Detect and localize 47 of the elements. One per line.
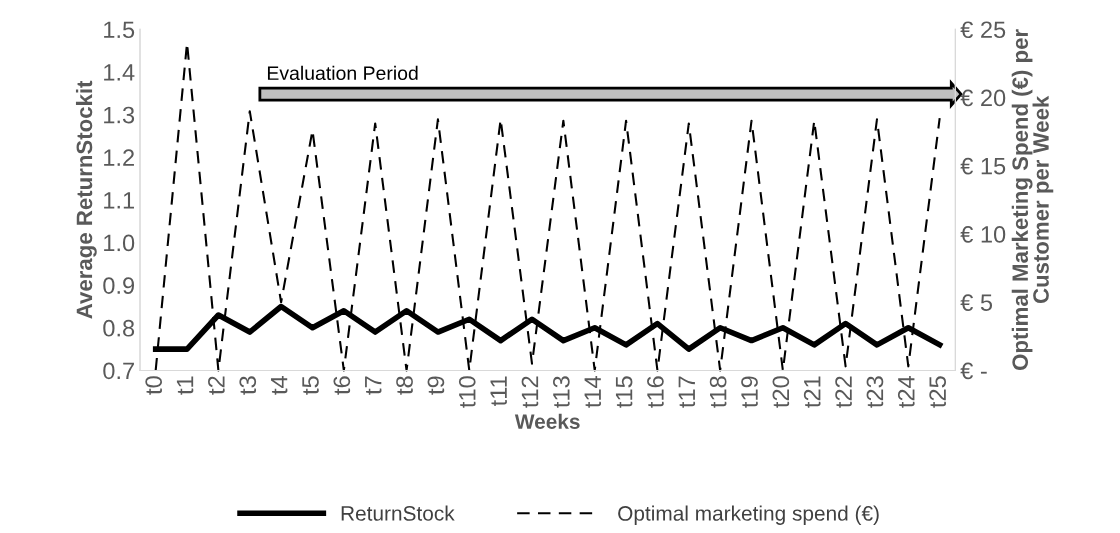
y-tick-label: 1.4 — [104, 64, 135, 81]
x-tick-label: t9 — [427, 376, 445, 395]
y-tick-label: 1.3 — [104, 106, 135, 124]
x-tick-label: t19 — [741, 376, 758, 408]
x-tick-label: t10 — [458, 376, 476, 408]
y-axis-title: Average ReturnStockit — [75, 80, 97, 319]
y2-axis-title: Optimal Marketing Spend (€) per Customer per Week — [1011, 29, 1054, 370]
y2-tick-label: € 25 — [960, 21, 1006, 39]
x-tick-label: t15 — [615, 376, 633, 408]
x-tick-label: t5 — [302, 376, 319, 395]
y2-tick-label: € 15 — [960, 157, 1006, 175]
annotation: Evaluation Period — [267, 65, 418, 81]
x-tick-label: t4 — [270, 375, 288, 395]
x-tick-label: t23 — [866, 376, 884, 408]
x-tick-label: t7 — [365, 376, 382, 395]
y2-tick-label: € - — [960, 362, 987, 380]
x-axis-title: Weeks — [514, 413, 580, 429]
y-tick-label: 1.5 — [104, 21, 135, 39]
x-tick-label: t16 — [647, 376, 664, 408]
y-tick-label: 1.0 — [104, 234, 135, 252]
y-tick-label: 0.9 — [103, 277, 135, 294]
x-tick-label: t2 — [208, 376, 225, 395]
legend-label: ReturnStock — [341, 505, 455, 521]
x-tick-label: t17 — [678, 376, 696, 408]
x-tick-label: t24 — [897, 375, 915, 408]
x-tick-label: t0 — [145, 376, 163, 395]
x-tick-label: t1 — [176, 376, 194, 395]
x-tick-label: t22 — [835, 376, 852, 408]
x-tick-label: t8 — [396, 376, 413, 395]
x-tick-label: t11 — [490, 376, 507, 407]
x-tick-label: t21 — [803, 376, 821, 408]
x-tick-label: t12 — [521, 376, 539, 408]
y2-tick-label: € 10 — [960, 226, 1006, 243]
legend-label: Optimal marketing spend (€) — [618, 505, 879, 525]
x-tick-label: t6 — [333, 376, 351, 395]
x-tick-label: t13 — [552, 376, 570, 408]
x-tick-label: t14 — [584, 375, 602, 408]
y-tick-label: 1.2 — [104, 149, 134, 166]
y2-tick-label: € 20 — [960, 89, 1006, 107]
y-tick-label: 0.8 — [103, 319, 135, 337]
y-tick-label: 1.1 — [104, 192, 134, 209]
y2-tick-label: € 5 — [960, 294, 993, 311]
x-tick-label: t18 — [709, 376, 727, 408]
y-tick-label: 0.7 — [103, 362, 134, 380]
x-tick-label: t20 — [772, 376, 790, 408]
x-tick-label: t3 — [239, 376, 257, 395]
x-tick-label: t25 — [929, 376, 947, 408]
